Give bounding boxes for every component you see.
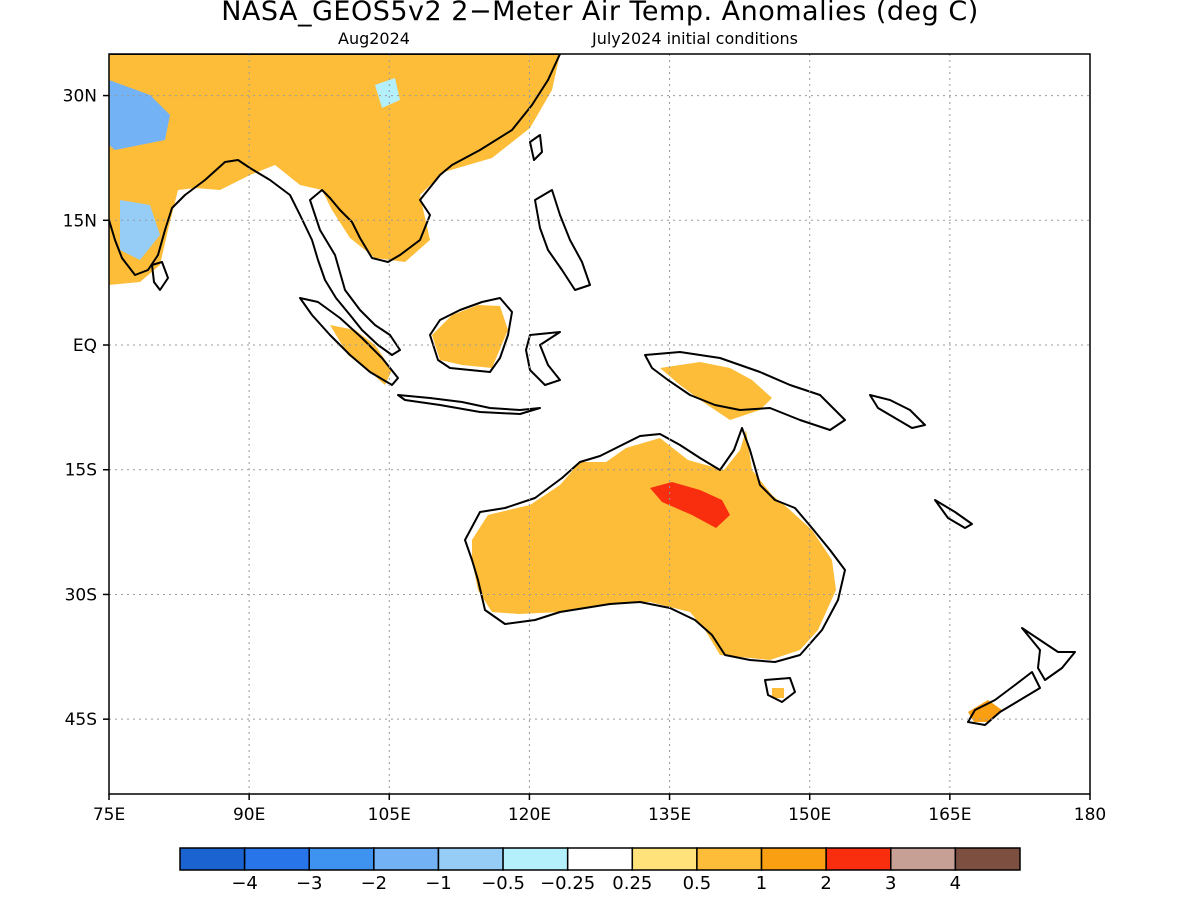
java-coastline: [397, 394, 541, 415]
newzealand-north-coastline: [1021, 627, 1076, 681]
australia-coastline: [464, 427, 846, 663]
colorbar-swatch: [243, 847, 310, 871]
latitude-axis: 30N 15N EQ 15S 30S 45S: [63, 87, 109, 730]
vanuatu-newcal-coastline: [934, 499, 973, 529]
lat-tick-label: 15S: [65, 461, 97, 481]
init-conditions-label: July2024 initial conditions: [592, 29, 798, 48]
lat-tick-label: EQ: [73, 336, 97, 356]
valid-month-label: Aug2024: [338, 29, 410, 48]
anomaly-fields: [109, 54, 1002, 722]
solomons-coastline: [869, 394, 926, 429]
colorbar-label: 2: [820, 873, 831, 894]
colorbar: −4 −3 −2 −1 −0.5 −0.25 0.25 0.5 1 2 3 4: [179, 847, 1021, 894]
colorbar-label: 3: [885, 873, 896, 894]
graticule: [109, 54, 1090, 794]
colorbar-label: −4: [231, 873, 258, 894]
longitude-axis: 75E 90E 105E 120E 135E 150E 165E 180: [93, 794, 1106, 825]
lat-tick-label: 30S: [65, 585, 97, 605]
colorbar-label: 0.5: [683, 873, 712, 894]
map-title: NASA_GEOS5v2 2−Meter Air Temp. Anomalies…: [221, 0, 979, 27]
colorbar-label: 1: [756, 873, 767, 894]
india-cool-2-region: [120, 200, 160, 260]
sumatra-coastline: [299, 297, 399, 386]
tasmania-warm-region: [772, 688, 784, 698]
colorbar-label: −3: [296, 873, 323, 894]
colorbar-label: 4: [950, 873, 961, 894]
map-frame: [108, 53, 1091, 795]
sumatra-warm-region: [330, 325, 392, 385]
lon-tick-label: 150E: [788, 805, 831, 825]
lon-tick-label: 165E: [928, 805, 971, 825]
colorbar-swatch: [890, 847, 957, 871]
borneo-warm-region: [432, 305, 508, 368]
lat-tick-label: 15N: [63, 211, 97, 231]
india-cool-region: [109, 80, 170, 150]
colorbar-swatch: [502, 847, 569, 871]
lat-tick-label: 45S: [65, 710, 97, 730]
lon-tick-label: 105E: [368, 805, 411, 825]
tibet-cool-region: [375, 78, 400, 108]
sulawesi-coastline: [525, 331, 561, 386]
lat-tick-label: 30N: [63, 87, 97, 107]
lon-tick-label: 75E: [93, 805, 125, 825]
asia-coastline: [109, 54, 561, 356]
australia-warm-region: [472, 430, 836, 660]
lon-tick-label: 120E: [508, 805, 551, 825]
lon-tick-label: 90E: [233, 805, 265, 825]
colorbar-swatch: [825, 847, 892, 871]
tasmania-coastline: [764, 677, 796, 703]
lon-tick-label: 180: [1074, 805, 1106, 825]
colorbar-swatch: [179, 847, 246, 871]
colorbar-swatch: [696, 847, 763, 871]
philippines-coastline: [534, 189, 591, 291]
newzealand-south-coastline: [967, 671, 1041, 726]
taiwan-coastline: [529, 134, 543, 161]
australia-west-region: [472, 480, 590, 614]
asia-warm-region: [109, 54, 560, 285]
colorbar-label: −2: [361, 873, 388, 894]
borneo-coastline: [429, 297, 513, 373]
colorbar-swatch: [954, 847, 1021, 871]
colorbar-swatch: [760, 847, 827, 871]
colorbar-label: −0.25: [540, 873, 595, 894]
colorbar-swatch: [566, 847, 634, 871]
colorbar-swatch: [373, 847, 440, 871]
newguinea-warm-region: [660, 362, 772, 420]
srilanka-coastline: [151, 261, 169, 291]
colorbar-label: −0.5: [481, 873, 525, 894]
colorbar-label: −1: [425, 873, 452, 894]
colorbar-label: 0.25: [612, 873, 652, 894]
newguinea-coastline: [644, 351, 846, 431]
colorbar-swatch: [308, 847, 375, 871]
colorbar-swatch: [437, 847, 504, 871]
colorbar-swatch: [631, 847, 698, 871]
lon-tick-label: 135E: [648, 805, 691, 825]
coastlines: [109, 54, 1076, 726]
